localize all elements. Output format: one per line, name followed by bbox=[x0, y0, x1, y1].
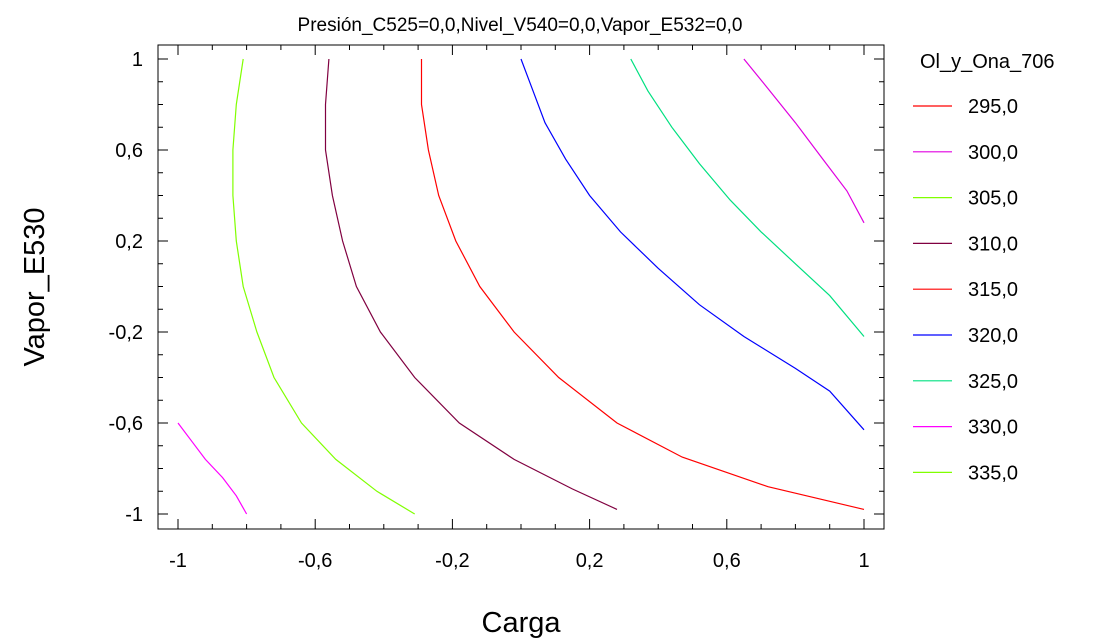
x-tick-label: -0,6 bbox=[298, 550, 332, 572]
legend-label: 330,0 bbox=[968, 417, 1018, 439]
y-tick-label: 0,2 bbox=[115, 231, 143, 253]
contour-line bbox=[520, 58, 865, 431]
x-axis-title: Carga bbox=[482, 607, 562, 639]
chart-title: Presión_C525=0,0,Nivel_V540=0,0,Vapor_E5… bbox=[298, 15, 743, 36]
y-axis: -1 -0,6 -0,2 0,2 0,6 1 bbox=[109, 49, 884, 526]
legend-label: 320,0 bbox=[968, 325, 1018, 347]
contour-line bbox=[232, 58, 416, 515]
legend-title: Ol_y_Ona_706 bbox=[920, 51, 1055, 73]
y-tick-label: -0,2 bbox=[109, 322, 143, 344]
x-axis: -1 -0,6 -0,2 0,2 0,6 1 bbox=[169, 45, 870, 572]
y-tick-label: -0,6 bbox=[109, 413, 143, 435]
y-axis-title: Vapor_E530 bbox=[19, 207, 51, 366]
legend-label: 295,0 bbox=[968, 96, 1018, 118]
legend: 295,0 300,0 305,0 310,0 315,0 320,0 325,0 330,0… bbox=[913, 96, 1018, 484]
x-tick-label: -1 bbox=[169, 550, 187, 572]
y-tick-label: 1 bbox=[132, 49, 143, 71]
legend-label: 300,0 bbox=[968, 142, 1018, 164]
y-tick-label: 0,6 bbox=[115, 140, 143, 162]
contour-line bbox=[743, 58, 865, 224]
x-tick-label: 0,2 bbox=[576, 550, 604, 572]
legend-label: 315,0 bbox=[968, 279, 1018, 301]
x-tick-label: 0,6 bbox=[713, 550, 741, 572]
x-tick-label: -0,2 bbox=[435, 550, 469, 572]
legend-label: 325,0 bbox=[968, 371, 1018, 393]
x-tick-label: 1 bbox=[858, 550, 869, 572]
contour-line bbox=[420, 59, 865, 510]
contour-line bbox=[630, 58, 865, 337]
y-tick-label: -1 bbox=[125, 504, 143, 526]
legend-label: 310,0 bbox=[968, 233, 1018, 255]
plot-area-frame bbox=[157, 44, 885, 530]
contour-line bbox=[324, 58, 618, 510]
contour-line bbox=[177, 422, 248, 515]
legend-label: 305,0 bbox=[968, 188, 1018, 210]
legend-label: 335,0 bbox=[968, 462, 1018, 484]
contour-lines bbox=[177, 58, 865, 515]
